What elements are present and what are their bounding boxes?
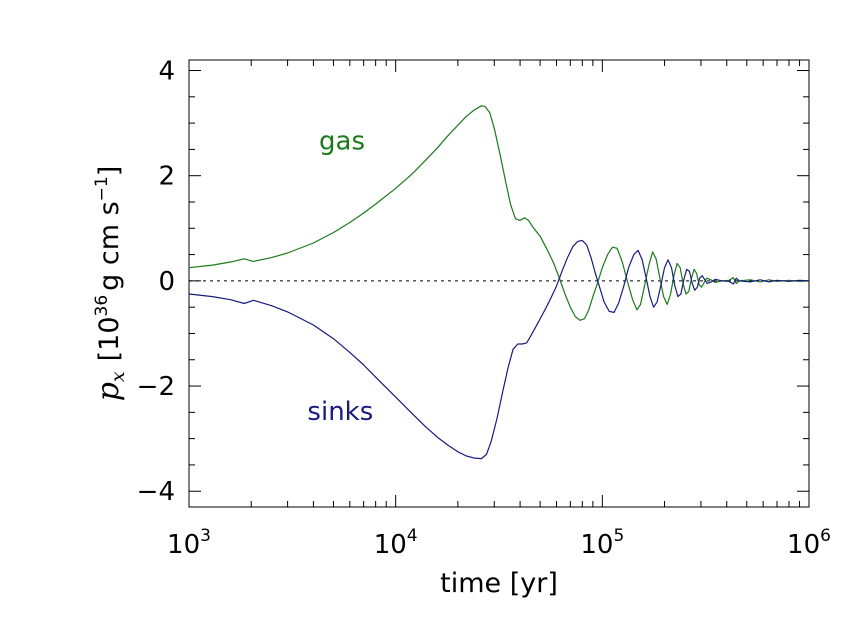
x-tick-label: 105	[580, 526, 624, 560]
y-axis-ticks: −4 −2 0 2 4	[137, 57, 809, 507]
series-lines	[188, 105, 810, 460]
series-line-gas	[188, 105, 810, 321]
plot-border	[188, 59, 810, 508]
y-axis-title: px [1036 g cm s−1]	[91, 166, 129, 402]
x-axis-title: time [yr]	[440, 568, 558, 599]
y-axis-unit-open: [10	[94, 316, 125, 361]
x-tick-label: 103	[167, 526, 211, 560]
series-line-sinks	[188, 239, 810, 460]
y-tick-label: −2	[137, 372, 175, 402]
plot-frame	[188, 59, 810, 508]
y-axis-symbol: p	[91, 382, 126, 401]
series-label-gas: gas	[319, 126, 365, 156]
y-tick-label: 0	[158, 267, 175, 297]
y-tick-label: 4	[158, 57, 175, 87]
series-label-sinks: sinks	[307, 397, 373, 427]
y-axis-unit-exponent: −1	[92, 176, 112, 201]
y-axis-unit-close: ]	[94, 166, 125, 177]
y-axis-exponent: 36	[92, 295, 112, 317]
x-axis-ticks: 103 104 105 106	[167, 60, 831, 560]
x-tick-label: 104	[374, 526, 418, 560]
y-tick-label: −4	[137, 477, 175, 507]
y-tick-label: 2	[158, 162, 175, 192]
y-axis-symbol-subscript: x	[107, 371, 129, 382]
x-tick-label: 106	[787, 526, 831, 560]
series-annotations: gas sinks	[307, 126, 373, 427]
y-axis-unit: g cm s	[94, 201, 125, 291]
